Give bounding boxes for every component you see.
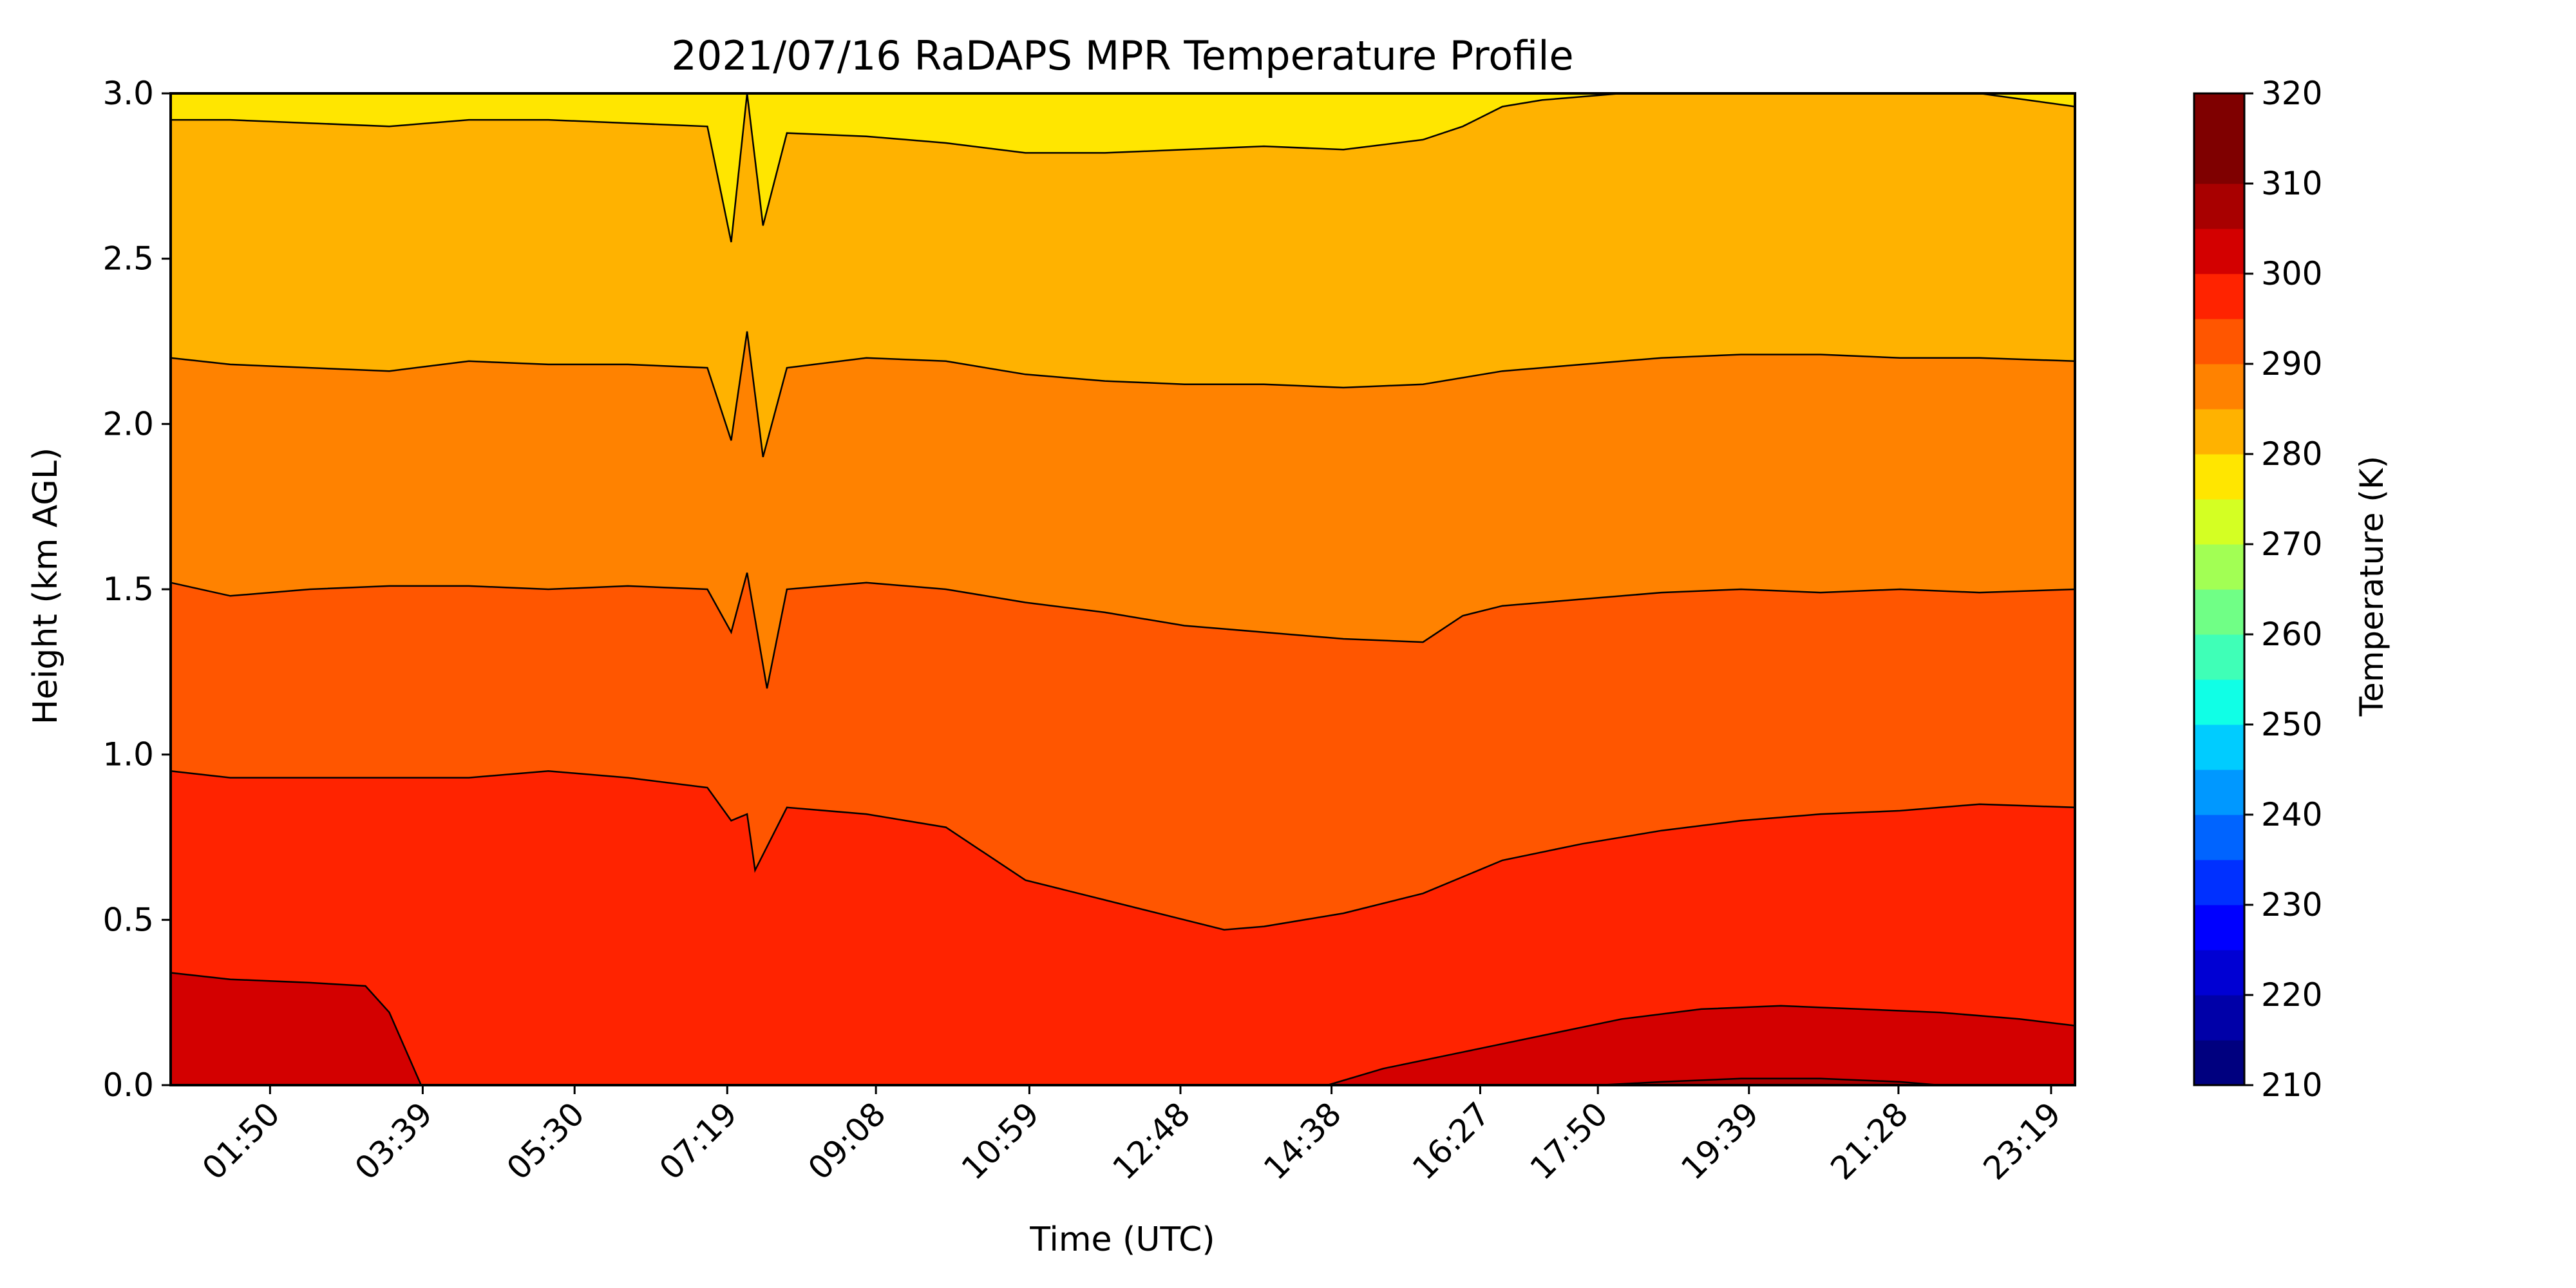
heatmap-fill <box>171 93 2075 1085</box>
y-tick-label: 3.0 <box>102 75 154 112</box>
colorbar-segment <box>2194 93 2244 139</box>
chart-title: 2021/07/16 RaDAPS MPR Temperature Profil… <box>671 32 1573 79</box>
colorbar-segment <box>2194 229 2244 274</box>
colorbar-segment <box>2194 860 2244 905</box>
colorbar-tick-label: 240 <box>2261 796 2322 833</box>
colorbar-segment <box>2194 770 2244 815</box>
colorbar-segment <box>2194 544 2244 590</box>
isotherm-305 <box>1598 1077 1940 1086</box>
isotherm-280 <box>171 92 2076 243</box>
colorbar-tick-label: 210 <box>2261 1066 2322 1104</box>
colorbar-segment <box>2194 950 2244 996</box>
x-tick-label: 05:30 <box>500 1095 592 1187</box>
isotherm-300 <box>170 972 422 1086</box>
x-tick-label: 03:39 <box>348 1095 440 1187</box>
colorbar-segment <box>2194 679 2244 725</box>
colorbar: 210 220 230 240 250 260 270 280 290 300 310 320 <box>2193 75 2322 1104</box>
colorbar-tick-label: 220 <box>2261 976 2322 1014</box>
colorbar-segment <box>2194 589 2244 635</box>
y-tick-label: 0.0 <box>102 1066 154 1104</box>
colorbar-segment <box>2194 138 2244 184</box>
colorbar-segment <box>2194 454 2244 500</box>
colorbar-segment <box>2194 274 2244 319</box>
x-tick-label: 14:38 <box>1256 1095 1349 1187</box>
y-tick-label: 1.5 <box>102 571 154 608</box>
band-300-305 <box>171 972 421 1085</box>
colorbar-tick-label: 290 <box>2261 345 2322 383</box>
isotherm-295 <box>170 770 2076 931</box>
y-tick-label: 0.5 <box>102 901 154 938</box>
x-tick-label: 01:50 <box>195 1095 287 1187</box>
colorbar-tick-label: 270 <box>2261 526 2322 563</box>
isotherm-300 <box>1327 1005 2076 1086</box>
y-tick-label: 2.5 <box>102 240 154 278</box>
x-tick-label: 21:28 <box>1823 1095 1915 1187</box>
y-tick-label: 1.0 <box>102 736 154 773</box>
colorbar-tick-label: 280 <box>2261 435 2322 473</box>
colorbar-tick-label: 310 <box>2261 165 2322 202</box>
colorbar-segment <box>2194 634 2244 680</box>
colorbar-tick-label: 260 <box>2261 616 2322 653</box>
colorbar-label: Temperature (K) <box>2353 456 2391 717</box>
isotherm-contours <box>170 92 2076 1086</box>
isotherm-290 <box>170 572 2076 689</box>
y-axis: 0.0 0.5 1.0 1.5 2.0 2.5 3.0 <box>102 75 171 1104</box>
x-tick-label: 23:19 <box>1976 1095 2069 1187</box>
colorbar-tick-label: 250 <box>2261 706 2322 743</box>
colorbar-segment <box>2194 995 2244 1041</box>
x-tick-label: 19:39 <box>1674 1095 1766 1187</box>
colorbar-segment <box>2194 319 2244 365</box>
colorbar-tick-label: 230 <box>2261 886 2322 923</box>
band-300-305 <box>1327 1005 2075 1085</box>
colorbar-segment <box>2194 184 2244 229</box>
x-tick-label: 12:48 <box>1106 1095 1198 1187</box>
isotherm-285 <box>170 331 2076 458</box>
x-axis-label: Time (UTC) <box>1029 1220 1215 1259</box>
colorbar-segment <box>2194 1040 2244 1086</box>
colorbar-tick-label: 300 <box>2261 255 2322 292</box>
colorbar-segment <box>2194 905 2244 951</box>
band-295-300 <box>171 771 2075 1085</box>
colorbar-segment <box>2194 724 2244 770</box>
y-axis-label: Height (km AGL) <box>26 448 65 724</box>
colorbar-segment <box>2194 364 2244 410</box>
colorbar-tick-label: 320 <box>2261 75 2322 112</box>
x-tick-label: 16:27 <box>1405 1095 1497 1187</box>
colorbar-segment <box>2194 409 2244 455</box>
x-tick-label: 10:59 <box>954 1095 1046 1187</box>
x-tick-label: 07:19 <box>652 1095 744 1187</box>
colorbar-frame <box>2193 92 2246 1086</box>
y-tick-label: 2.0 <box>102 405 154 442</box>
colorbar-segment <box>2194 815 2244 860</box>
x-tick-label: 09:08 <box>801 1095 893 1187</box>
x-axis: 01:50 03:39 05:30 07:19 09:08 10:59 12:48 14:38… <box>195 1085 2069 1187</box>
colorbar-segment <box>2194 499 2244 545</box>
x-tick-label: 17:50 <box>1523 1095 1615 1187</box>
